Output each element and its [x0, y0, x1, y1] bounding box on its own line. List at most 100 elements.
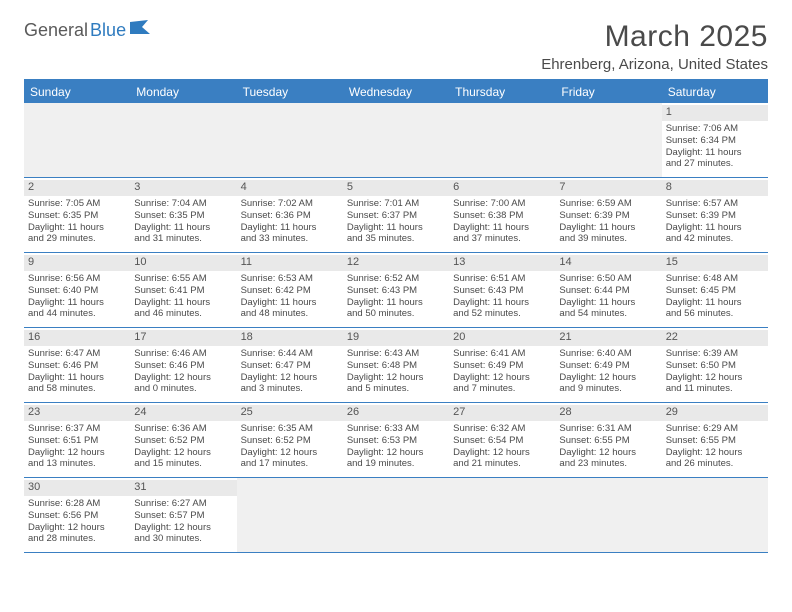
day-detail: and 28 minutes. — [28, 533, 126, 545]
day-detail: and 15 minutes. — [134, 458, 232, 470]
day-detail: Sunrise: 6:59 AM — [559, 198, 657, 210]
day-detail: and 37 minutes. — [453, 233, 551, 245]
day-number: 5 — [343, 180, 449, 196]
day-detail: Sunrise: 7:01 AM — [347, 198, 445, 210]
day-cell — [449, 478, 555, 552]
day-detail: Daylight: 12 hours — [347, 372, 445, 384]
day-detail: Daylight: 11 hours — [666, 297, 764, 309]
day-detail: Daylight: 12 hours — [134, 372, 232, 384]
day-detail: Daylight: 12 hours — [28, 447, 126, 459]
day-detail: Sunrise: 6:52 AM — [347, 273, 445, 285]
day-detail: and 58 minutes. — [28, 383, 126, 395]
day-detail: Sunrise: 6:29 AM — [666, 423, 764, 435]
header: GeneralBlue March 2025 Ehrenberg, Arizon… — [24, 20, 768, 73]
day-number: 9 — [24, 255, 130, 271]
day-detail: Daylight: 12 hours — [347, 447, 445, 459]
day-header-cell: Thursday — [449, 81, 555, 103]
day-detail: Daylight: 11 hours — [559, 297, 657, 309]
day-number: 26 — [343, 405, 449, 421]
day-detail: and 19 minutes. — [347, 458, 445, 470]
day-header-cell: Sunday — [24, 81, 130, 103]
day-detail: Daylight: 11 hours — [28, 297, 126, 309]
day-detail: Sunset: 6:34 PM — [666, 135, 764, 147]
day-cell — [237, 103, 343, 177]
day-cell: 16Sunrise: 6:47 AMSunset: 6:46 PMDayligh… — [24, 328, 130, 402]
day-detail: and 52 minutes. — [453, 308, 551, 320]
day-cell: 18Sunrise: 6:44 AMSunset: 6:47 PMDayligh… — [237, 328, 343, 402]
day-detail: Sunrise: 6:43 AM — [347, 348, 445, 360]
day-detail: Daylight: 12 hours — [666, 372, 764, 384]
day-cell — [449, 103, 555, 177]
day-detail: Sunrise: 7:00 AM — [453, 198, 551, 210]
day-detail: Sunset: 6:44 PM — [559, 285, 657, 297]
week-row: 9Sunrise: 6:56 AMSunset: 6:40 PMDaylight… — [24, 253, 768, 328]
day-detail: Sunset: 6:54 PM — [453, 435, 551, 447]
day-detail: Sunrise: 7:04 AM — [134, 198, 232, 210]
day-detail: Sunset: 6:47 PM — [241, 360, 339, 372]
day-detail: Daylight: 12 hours — [453, 372, 551, 384]
day-number: 17 — [130, 330, 236, 346]
calendar: SundayMondayTuesdayWednesdayThursdayFrid… — [24, 79, 768, 553]
day-detail: Daylight: 11 hours — [559, 222, 657, 234]
day-detail: Sunrise: 6:46 AM — [134, 348, 232, 360]
day-detail: and 26 minutes. — [666, 458, 764, 470]
day-detail: Sunset: 6:39 PM — [559, 210, 657, 222]
day-detail: and 17 minutes. — [241, 458, 339, 470]
day-detail: and 31 minutes. — [134, 233, 232, 245]
day-number: 13 — [449, 255, 555, 271]
day-header-cell: Wednesday — [343, 81, 449, 103]
day-detail: Daylight: 12 hours — [134, 522, 232, 534]
day-number: 21 — [555, 330, 661, 346]
day-cell: 2Sunrise: 7:05 AMSunset: 6:35 PMDaylight… — [24, 178, 130, 252]
day-detail: Sunrise: 6:48 AM — [666, 273, 764, 285]
day-detail: and 5 minutes. — [347, 383, 445, 395]
day-detail: Sunset: 6:48 PM — [347, 360, 445, 372]
day-detail: Sunrise: 6:53 AM — [241, 273, 339, 285]
week-row: 30Sunrise: 6:28 AMSunset: 6:56 PMDayligh… — [24, 478, 768, 553]
day-detail: Sunrise: 6:37 AM — [28, 423, 126, 435]
day-header-row: SundayMondayTuesdayWednesdayThursdayFrid… — [24, 81, 768, 103]
day-detail: Sunset: 6:35 PM — [134, 210, 232, 222]
day-detail: Daylight: 11 hours — [241, 297, 339, 309]
day-number: 16 — [24, 330, 130, 346]
day-cell — [130, 103, 236, 177]
day-detail: Sunset: 6:55 PM — [666, 435, 764, 447]
day-detail: Sunset: 6:56 PM — [28, 510, 126, 522]
day-detail: and 13 minutes. — [28, 458, 126, 470]
day-detail: Sunrise: 6:28 AM — [28, 498, 126, 510]
day-number: 4 — [237, 180, 343, 196]
day-header-cell: Friday — [555, 81, 661, 103]
day-number: 11 — [237, 255, 343, 271]
day-number: 28 — [555, 405, 661, 421]
day-detail: Sunrise: 6:51 AM — [453, 273, 551, 285]
day-detail: Sunset: 6:50 PM — [666, 360, 764, 372]
day-cell: 13Sunrise: 6:51 AMSunset: 6:43 PMDayligh… — [449, 253, 555, 327]
day-cell — [555, 478, 661, 552]
day-number: 2 — [24, 180, 130, 196]
day-cell: 19Sunrise: 6:43 AMSunset: 6:48 PMDayligh… — [343, 328, 449, 402]
day-number: 23 — [24, 405, 130, 421]
day-detail: and 11 minutes. — [666, 383, 764, 395]
day-number: 10 — [130, 255, 236, 271]
logo: GeneralBlue — [24, 20, 152, 41]
day-detail: Daylight: 11 hours — [134, 297, 232, 309]
day-detail: Sunrise: 7:02 AM — [241, 198, 339, 210]
day-number: 8 — [662, 180, 768, 196]
month-title: March 2025 — [541, 20, 768, 54]
day-detail: Daylight: 12 hours — [559, 447, 657, 459]
day-detail: Sunrise: 6:56 AM — [28, 273, 126, 285]
day-detail: Daylight: 11 hours — [666, 222, 764, 234]
day-cell — [662, 478, 768, 552]
day-cell: 26Sunrise: 6:33 AMSunset: 6:53 PMDayligh… — [343, 403, 449, 477]
day-cell: 21Sunrise: 6:40 AMSunset: 6:49 PMDayligh… — [555, 328, 661, 402]
day-cell: 3Sunrise: 7:04 AMSunset: 6:35 PMDaylight… — [130, 178, 236, 252]
day-detail: Sunset: 6:36 PM — [241, 210, 339, 222]
day-cell: 20Sunrise: 6:41 AMSunset: 6:49 PMDayligh… — [449, 328, 555, 402]
day-detail: Daylight: 11 hours — [134, 222, 232, 234]
day-detail: Daylight: 12 hours — [559, 372, 657, 384]
day-detail: and 33 minutes. — [241, 233, 339, 245]
day-detail: and 50 minutes. — [347, 308, 445, 320]
day-detail: Sunrise: 6:36 AM — [134, 423, 232, 435]
day-detail: Sunrise: 6:39 AM — [666, 348, 764, 360]
day-detail: Daylight: 11 hours — [666, 147, 764, 159]
